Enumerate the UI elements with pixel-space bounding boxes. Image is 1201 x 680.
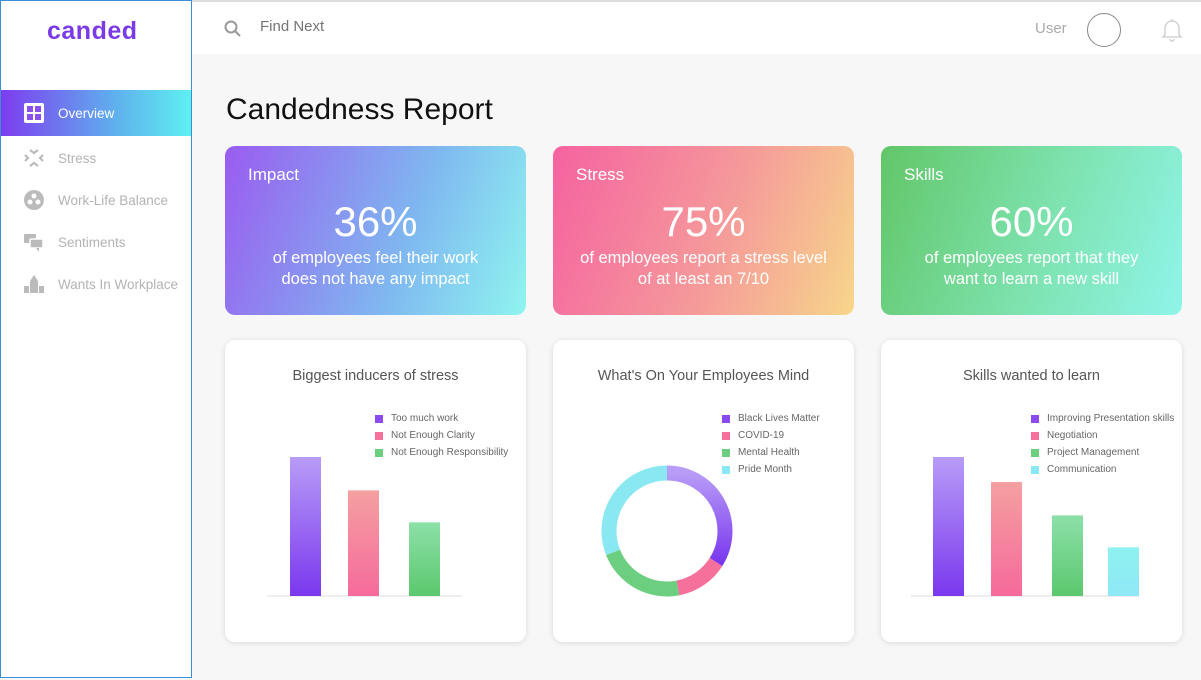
legend-item: Pride Month [722, 461, 820, 478]
sidebar-item-stress[interactable]: Stress [1, 136, 191, 180]
legend-item: Communication [1031, 461, 1174, 478]
chart-title: Biggest inducers of stress [292, 368, 459, 384]
sidebar-item-label: Sentiments [58, 234, 126, 250]
card-description: of employees report a stress level of at… [580, 249, 827, 288]
legend-item: Project Management [1031, 444, 1174, 461]
sidebar-item-wants-in-workplace[interactable]: Wants In Workplace [1, 262, 191, 306]
bar [933, 457, 964, 596]
legend-swatch [1031, 448, 1039, 457]
donut-slice [601, 465, 668, 556]
legend-swatch [1031, 465, 1039, 474]
sidebar-item-sentiments[interactable]: Sentiments [1, 220, 191, 264]
donut-slice [666, 465, 733, 567]
legend-label: Negotiation [1047, 430, 1098, 441]
page-title: Candedness Report [226, 93, 493, 126]
legend-label: Project Management [1047, 447, 1140, 458]
sidebar-item-work-life-balance[interactable]: Work-Life Balance [1, 178, 191, 222]
legend-item: Negotiation [1031, 427, 1174, 444]
legend-swatch [722, 431, 730, 440]
legend-item: Improving Presentation skills [1031, 410, 1174, 427]
card-description: of employees report that they want to le… [924, 249, 1139, 288]
sidebar: canded Overview Stress Work-Life Balance… [0, 0, 192, 678]
chat-bubbles-icon [24, 234, 44, 252]
header: User [192, 0, 1201, 54]
legend-swatch [722, 414, 730, 423]
chart-title: Skills wanted to learn [962, 368, 1100, 384]
card-label: Stress [576, 165, 625, 184]
card-value: 60% [989, 198, 1074, 245]
legend-label: Communication [1047, 464, 1117, 475]
legend-swatch [375, 448, 383, 457]
card-label: Impact [248, 165, 300, 184]
legend-item: COVID-19 [722, 427, 820, 444]
bar [991, 482, 1022, 596]
skills-wanted-chart: Skills wanted to learn Improving Present… [881, 340, 1182, 642]
legend-label: Black Lives Matter [738, 413, 820, 424]
grid-icon [24, 103, 44, 123]
search-input[interactable] [260, 18, 560, 35]
sidebar-item-label: Stress [58, 150, 97, 166]
legend-swatch [375, 431, 383, 440]
skills-card: Skills 60% of employees report that they… [881, 146, 1182, 315]
building-icon [24, 275, 44, 293]
sidebar-item-overview[interactable]: Overview [1, 90, 191, 136]
donut-slice [676, 557, 723, 596]
employees-mind-chart: What's On Your Employees Mind Black Live… [553, 340, 854, 642]
bar [409, 522, 440, 596]
chart-legend: Improving Presentation skills Negotiation… [1031, 410, 1174, 478]
donut-slice [606, 549, 680, 597]
legend-item: Mental Health [722, 444, 820, 461]
legend-item: Too much work [375, 410, 508, 427]
bar [1052, 515, 1083, 596]
bar [290, 457, 321, 596]
legend-item: Not Enough Responsibility [375, 444, 508, 461]
legend-swatch [375, 414, 383, 423]
stress-card: Stress 75% of employees report a stress … [553, 146, 854, 315]
bell-icon[interactable] [1161, 18, 1183, 42]
sidebar-nav: Overview Stress Work-Life Balance Sentim… [1, 90, 191, 304]
legend-label: Mental Health [738, 447, 800, 458]
sidebar-item-label: Work-Life Balance [58, 192, 169, 208]
search-icon[interactable] [224, 20, 242, 38]
card-value: 75% [661, 198, 746, 245]
chart-title: What's On Your Employees Mind [597, 368, 810, 384]
legend-swatch [722, 465, 730, 474]
bar [1108, 547, 1139, 596]
legend-item: Black Lives Matter [722, 410, 820, 427]
balance-circle-icon [24, 190, 44, 210]
legend-label: Too much work [391, 413, 459, 424]
sidebar-item-label: Wants In Workplace [58, 276, 179, 292]
legend-swatch [1031, 431, 1039, 440]
legend-item: Not Enough Clarity [375, 427, 508, 444]
stress-inducers-chart: Biggest inducers of stress Too much work… [225, 340, 526, 642]
sidebar-item-label: Overview [58, 105, 115, 121]
card-value: 36% [333, 198, 418, 245]
avatar[interactable] [1087, 13, 1121, 47]
legend-label: Pride Month [738, 464, 792, 475]
bar [348, 490, 379, 596]
legend-label: Not Enough Clarity [391, 430, 475, 441]
logo: canded [47, 17, 138, 45]
legend-label: COVID-19 [738, 430, 785, 441]
legend-swatch [722, 448, 730, 457]
legend-label: Not Enough Responsibility [391, 447, 509, 458]
user-name[interactable]: User [1035, 20, 1067, 37]
impact-card: Impact 36% of employees feel their work … [225, 146, 526, 315]
chart-legend: Too much work Not Enough Clarity Not Enoug… [375, 410, 508, 461]
compress-arrows-icon [24, 149, 44, 167]
chart-legend: Black Lives Matter COVID-19 Mental Health P… [722, 410, 820, 478]
card-label: Skills [904, 165, 944, 184]
legend-swatch [1031, 414, 1039, 423]
card-description: of employees feel their work does not ha… [272, 249, 479, 288]
legend-label: Improving Presentation skills [1047, 413, 1175, 424]
